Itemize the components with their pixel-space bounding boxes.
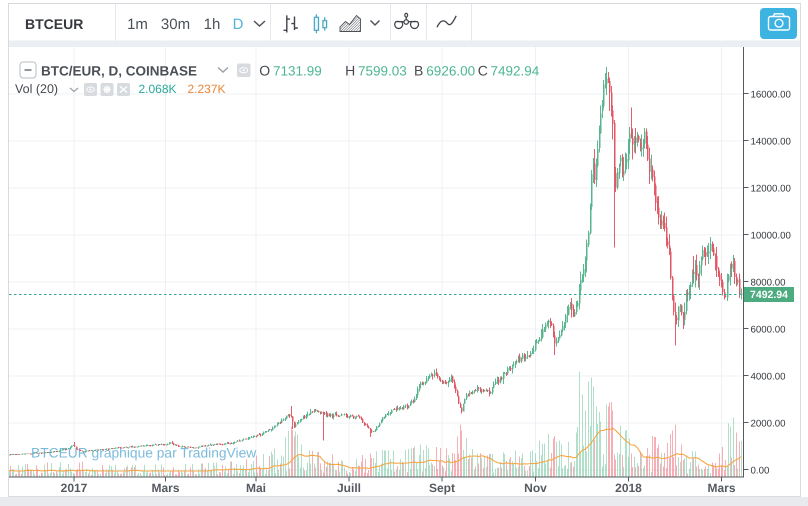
svg-text:O: O [259,63,270,79]
svg-text:0.00: 0.00 [751,466,770,477]
svg-text:Nov: Nov [524,481,547,495]
svg-text:8000.00: 8000.00 [751,278,787,289]
svg-text:2000.00: 2000.00 [751,419,787,430]
svg-text:2017: 2017 [61,481,88,495]
svg-text:Juill: Juill [337,481,361,495]
svg-text:6926.00: 6926.00 [426,64,475,79]
svg-text:7131.99: 7131.99 [273,64,322,79]
svg-text:7492.94: 7492.94 [491,64,540,79]
svg-text:B: B [414,63,423,79]
svg-text:6000.00: 6000.00 [751,325,787,336]
svg-text:Mai: Mai [246,481,266,495]
svg-text:2.237K: 2.237K [188,82,226,96]
svg-text:2.068K: 2.068K [139,82,177,96]
svg-text:10000.00: 10000.00 [751,231,792,242]
svg-text:H: H [345,63,355,79]
svg-text:2018: 2018 [615,481,642,495]
svg-text:BTC/EUR, D, COINBASE: BTC/EUR, D, COINBASE [41,64,197,79]
svg-text:Mars: Mars [707,481,735,495]
svg-text:4000.00: 4000.00 [751,372,787,383]
svg-text:14000.00: 14000.00 [751,137,792,148]
svg-text:30m: 30m [161,16,190,33]
svg-text:BTCEUR graphique par TradingVi: BTCEUR graphique par TradingView [31,446,256,461]
svg-text:7599.03: 7599.03 [358,64,407,79]
svg-text:1m: 1m [127,16,148,33]
svg-text:BTCEUR: BTCEUR [25,16,83,32]
svg-text:12000.00: 12000.00 [751,184,792,195]
svg-text:16000.00: 16000.00 [751,90,792,101]
svg-text:1h: 1h [204,16,221,33]
svg-text:7492.94: 7492.94 [750,289,788,301]
svg-text:Sept: Sept [429,481,455,495]
svg-text:Mars: Mars [151,481,179,495]
svg-text:Vol (20): Vol (20) [15,82,58,96]
svg-text:D: D [233,16,244,33]
svg-text:C: C [478,63,488,79]
